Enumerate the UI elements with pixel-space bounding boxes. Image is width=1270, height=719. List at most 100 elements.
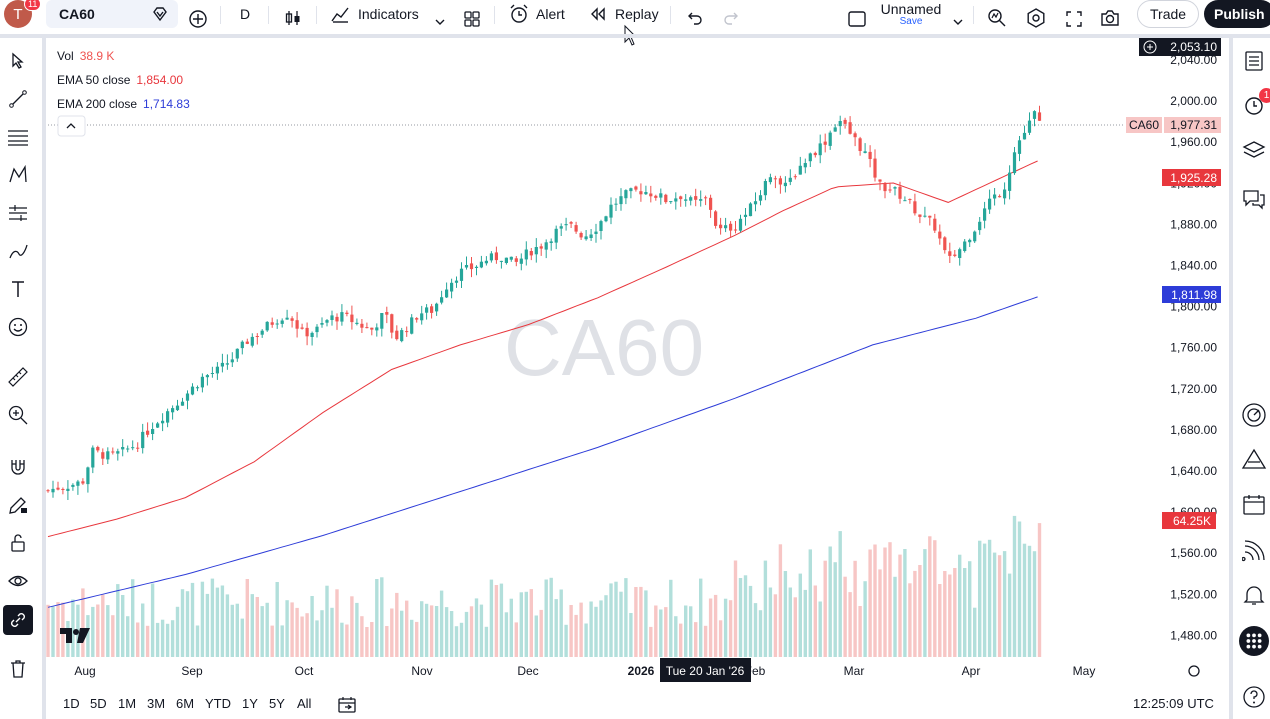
volume-bar: [689, 606, 693, 657]
trend-line-tool[interactable]: [3, 84, 33, 114]
forecast-tool[interactable]: [3, 198, 33, 228]
news-button[interactable]: [1239, 536, 1269, 566]
time-axis[interactable]: Aug Sep Oct Nov Dec 2026 Feb Mar Apr May: [74, 664, 1095, 678]
range-button-all[interactable]: All: [297, 696, 312, 711]
candle-body: [320, 323, 324, 325]
cursor-tool[interactable]: [3, 46, 33, 76]
range-button-6m[interactable]: 6M: [176, 696, 195, 711]
link-tool[interactable]: [3, 605, 33, 635]
alert-button[interactable]: Alert: [508, 0, 565, 28]
products-button[interactable]: [1239, 626, 1269, 656]
candle-body: [385, 312, 389, 315]
delete-tool[interactable]: [3, 654, 33, 684]
ideas-button[interactable]: [1239, 444, 1269, 474]
candle-body: [813, 152, 817, 156]
ema50-line: [47, 160, 1038, 538]
volume-bar: [420, 601, 424, 657]
price-tick-label: 1,480.00: [1170, 628, 1217, 642]
magnet-tool[interactable]: [3, 452, 33, 482]
help-button[interactable]: [1239, 682, 1269, 712]
layout-icon[interactable]: [847, 5, 867, 33]
layout-save-link[interactable]: Save: [899, 15, 923, 27]
timezone-gear-icon[interactable]: [1188, 665, 1200, 677]
volume-bar: [768, 587, 773, 657]
candle-body: [878, 179, 882, 182]
candle-type-icon[interactable]: [283, 4, 303, 32]
symbol-search-input[interactable]: CA60: [46, 0, 178, 28]
chats-button[interactable]: [1239, 184, 1269, 214]
volume-bar: [679, 623, 683, 657]
candle-body: [873, 158, 877, 178]
interval-button[interactable]: D: [240, 0, 250, 28]
text-tool[interactable]: [3, 274, 33, 304]
indicators-button[interactable]: Indicators: [330, 0, 419, 28]
add-symbol-icon[interactable]: [188, 5, 208, 33]
notifications-button[interactable]: [1239, 580, 1269, 610]
visibility-tool[interactable]: [3, 566, 33, 596]
range-button-5d[interactable]: 5D: [90, 696, 107, 711]
candle-body: [66, 488, 70, 491]
lock-tool[interactable]: [3, 528, 33, 558]
candle-body: [220, 362, 224, 367]
alert-label: Alert: [536, 6, 565, 22]
date-range-icon[interactable]: [337, 695, 357, 715]
volume-bar: [589, 601, 593, 657]
range-button-1m[interactable]: 1M: [118, 696, 137, 711]
chevron-down-icon[interactable]: [434, 8, 446, 36]
price-axis[interactable]: 2,040.002,000.001,960.001,920.001,880.00…: [1170, 53, 1217, 642]
legend-ema50[interactable]: EMA 50 close 1,854.00: [57, 68, 190, 92]
redo-icon[interactable]: [722, 5, 742, 33]
settings-icon[interactable]: [1025, 4, 1047, 32]
collapse-legend-button[interactable]: [57, 115, 86, 137]
calendar-button[interactable]: [1239, 490, 1269, 520]
object-tree-button[interactable]: [1239, 136, 1269, 166]
pattern-tool[interactable]: [3, 160, 33, 190]
range-button-1d[interactable]: 1D: [63, 696, 80, 711]
drawing-mode-tool[interactable]: [3, 490, 33, 520]
candle-body: [699, 199, 703, 201]
candle-body: [494, 252, 498, 261]
candle-body: [285, 317, 289, 320]
diamond-icon[interactable]: [152, 6, 168, 22]
quick-search-icon[interactable]: [986, 4, 1008, 32]
legend-ema200[interactable]: EMA 200 close 1,714.83: [57, 92, 190, 116]
trade-button[interactable]: Trade: [1137, 0, 1200, 28]
zoom-tool[interactable]: [3, 400, 33, 430]
ruler-tool[interactable]: [3, 362, 33, 392]
tradingview-logo[interactable]: [60, 628, 90, 643]
tech-analysis-button[interactable]: [1239, 400, 1269, 430]
replay-button[interactable]: Replay: [589, 0, 659, 28]
volume-bar: [743, 575, 748, 657]
price-tick-label: 2,000.00: [1170, 94, 1217, 108]
range-button-3m[interactable]: 3M: [147, 696, 166, 711]
camera-icon[interactable]: [1099, 4, 1121, 32]
candle-body: [893, 187, 897, 189]
add-plus-icon[interactable]: [1143, 40, 1157, 54]
candle-body: [629, 188, 633, 192]
templates-icon[interactable]: [462, 5, 482, 33]
volume-bar: [235, 603, 239, 657]
publish-button[interactable]: Publish: [1204, 0, 1270, 28]
candle-body: [544, 242, 548, 250]
user-avatar[interactable]: T 11: [4, 0, 42, 28]
emoji-tool[interactable]: [3, 312, 33, 342]
brush-tool[interactable]: [3, 236, 33, 266]
undo-icon[interactable]: [684, 5, 704, 33]
range-button-ytd[interactable]: YTD: [205, 696, 231, 711]
chevron-up-icon: [66, 123, 76, 129]
lock-icon: [11, 534, 25, 552]
watchlist-button[interactable]: [1239, 46, 1269, 76]
last-price-tag: 1,977.31: [1170, 118, 1217, 132]
range-button-5y[interactable]: 5Y: [269, 696, 285, 711]
candle-body: [171, 408, 175, 413]
fullscreen-icon[interactable]: [1064, 5, 1084, 33]
range-button-1y[interactable]: 1Y: [242, 696, 258, 711]
chevron-down-icon[interactable]: [952, 8, 964, 36]
ema200-tag-bg: [1162, 286, 1221, 303]
layout-name-button[interactable]: Unnamed Save: [880, 0, 942, 28]
utc-clock[interactable]: 12:25:09 UTC: [1133, 696, 1214, 711]
alerts-button[interactable]: 1: [1239, 88, 1270, 120]
legend-volume[interactable]: Vol 38.9 K: [57, 44, 190, 68]
fib-tool[interactable]: [3, 122, 33, 152]
